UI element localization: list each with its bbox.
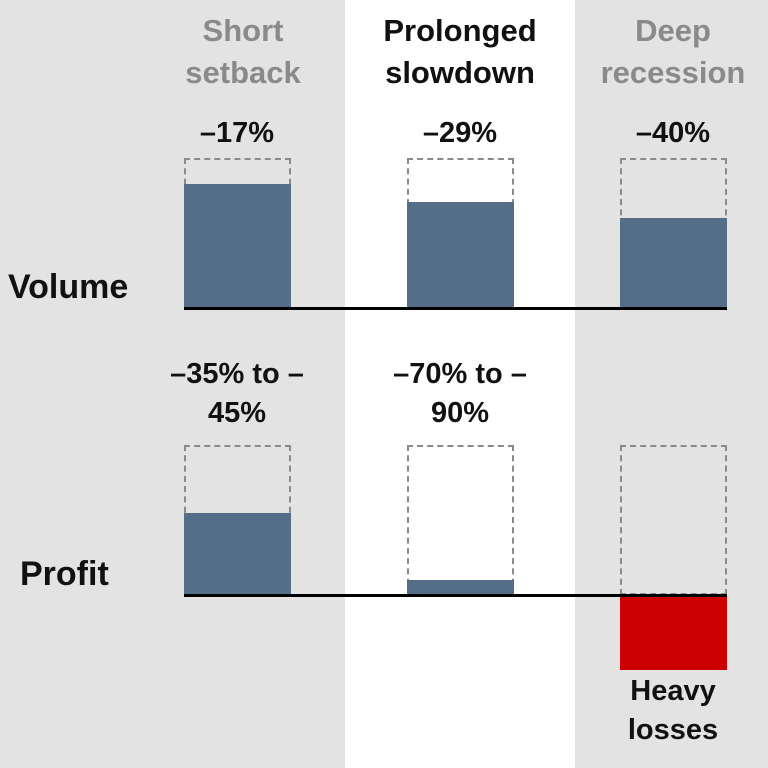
reference-box [619,445,727,595]
reference-box [406,445,514,595]
category-label: Short setback [185,13,301,90]
value-label: –35% to –45% [170,358,304,429]
row-label: Volume [8,268,129,306]
category-label: Prolonged slowdown [383,13,537,90]
value-label: –17% [199,117,275,149]
bar [619,218,727,308]
category-label: Deep recession [600,13,746,90]
baseline [183,594,727,597]
column-background [0,0,345,768]
bar [183,512,291,595]
bar [619,595,727,670]
baseline [183,307,727,310]
value-label: –70% to –90% [393,358,527,429]
bar [183,183,291,308]
row-label: Profit [20,555,109,593]
value-label: –29% [422,117,498,149]
bar [406,580,514,595]
value-label: Heavy losses [627,675,719,746]
value-label: –40% [635,117,711,149]
bar [406,201,514,308]
